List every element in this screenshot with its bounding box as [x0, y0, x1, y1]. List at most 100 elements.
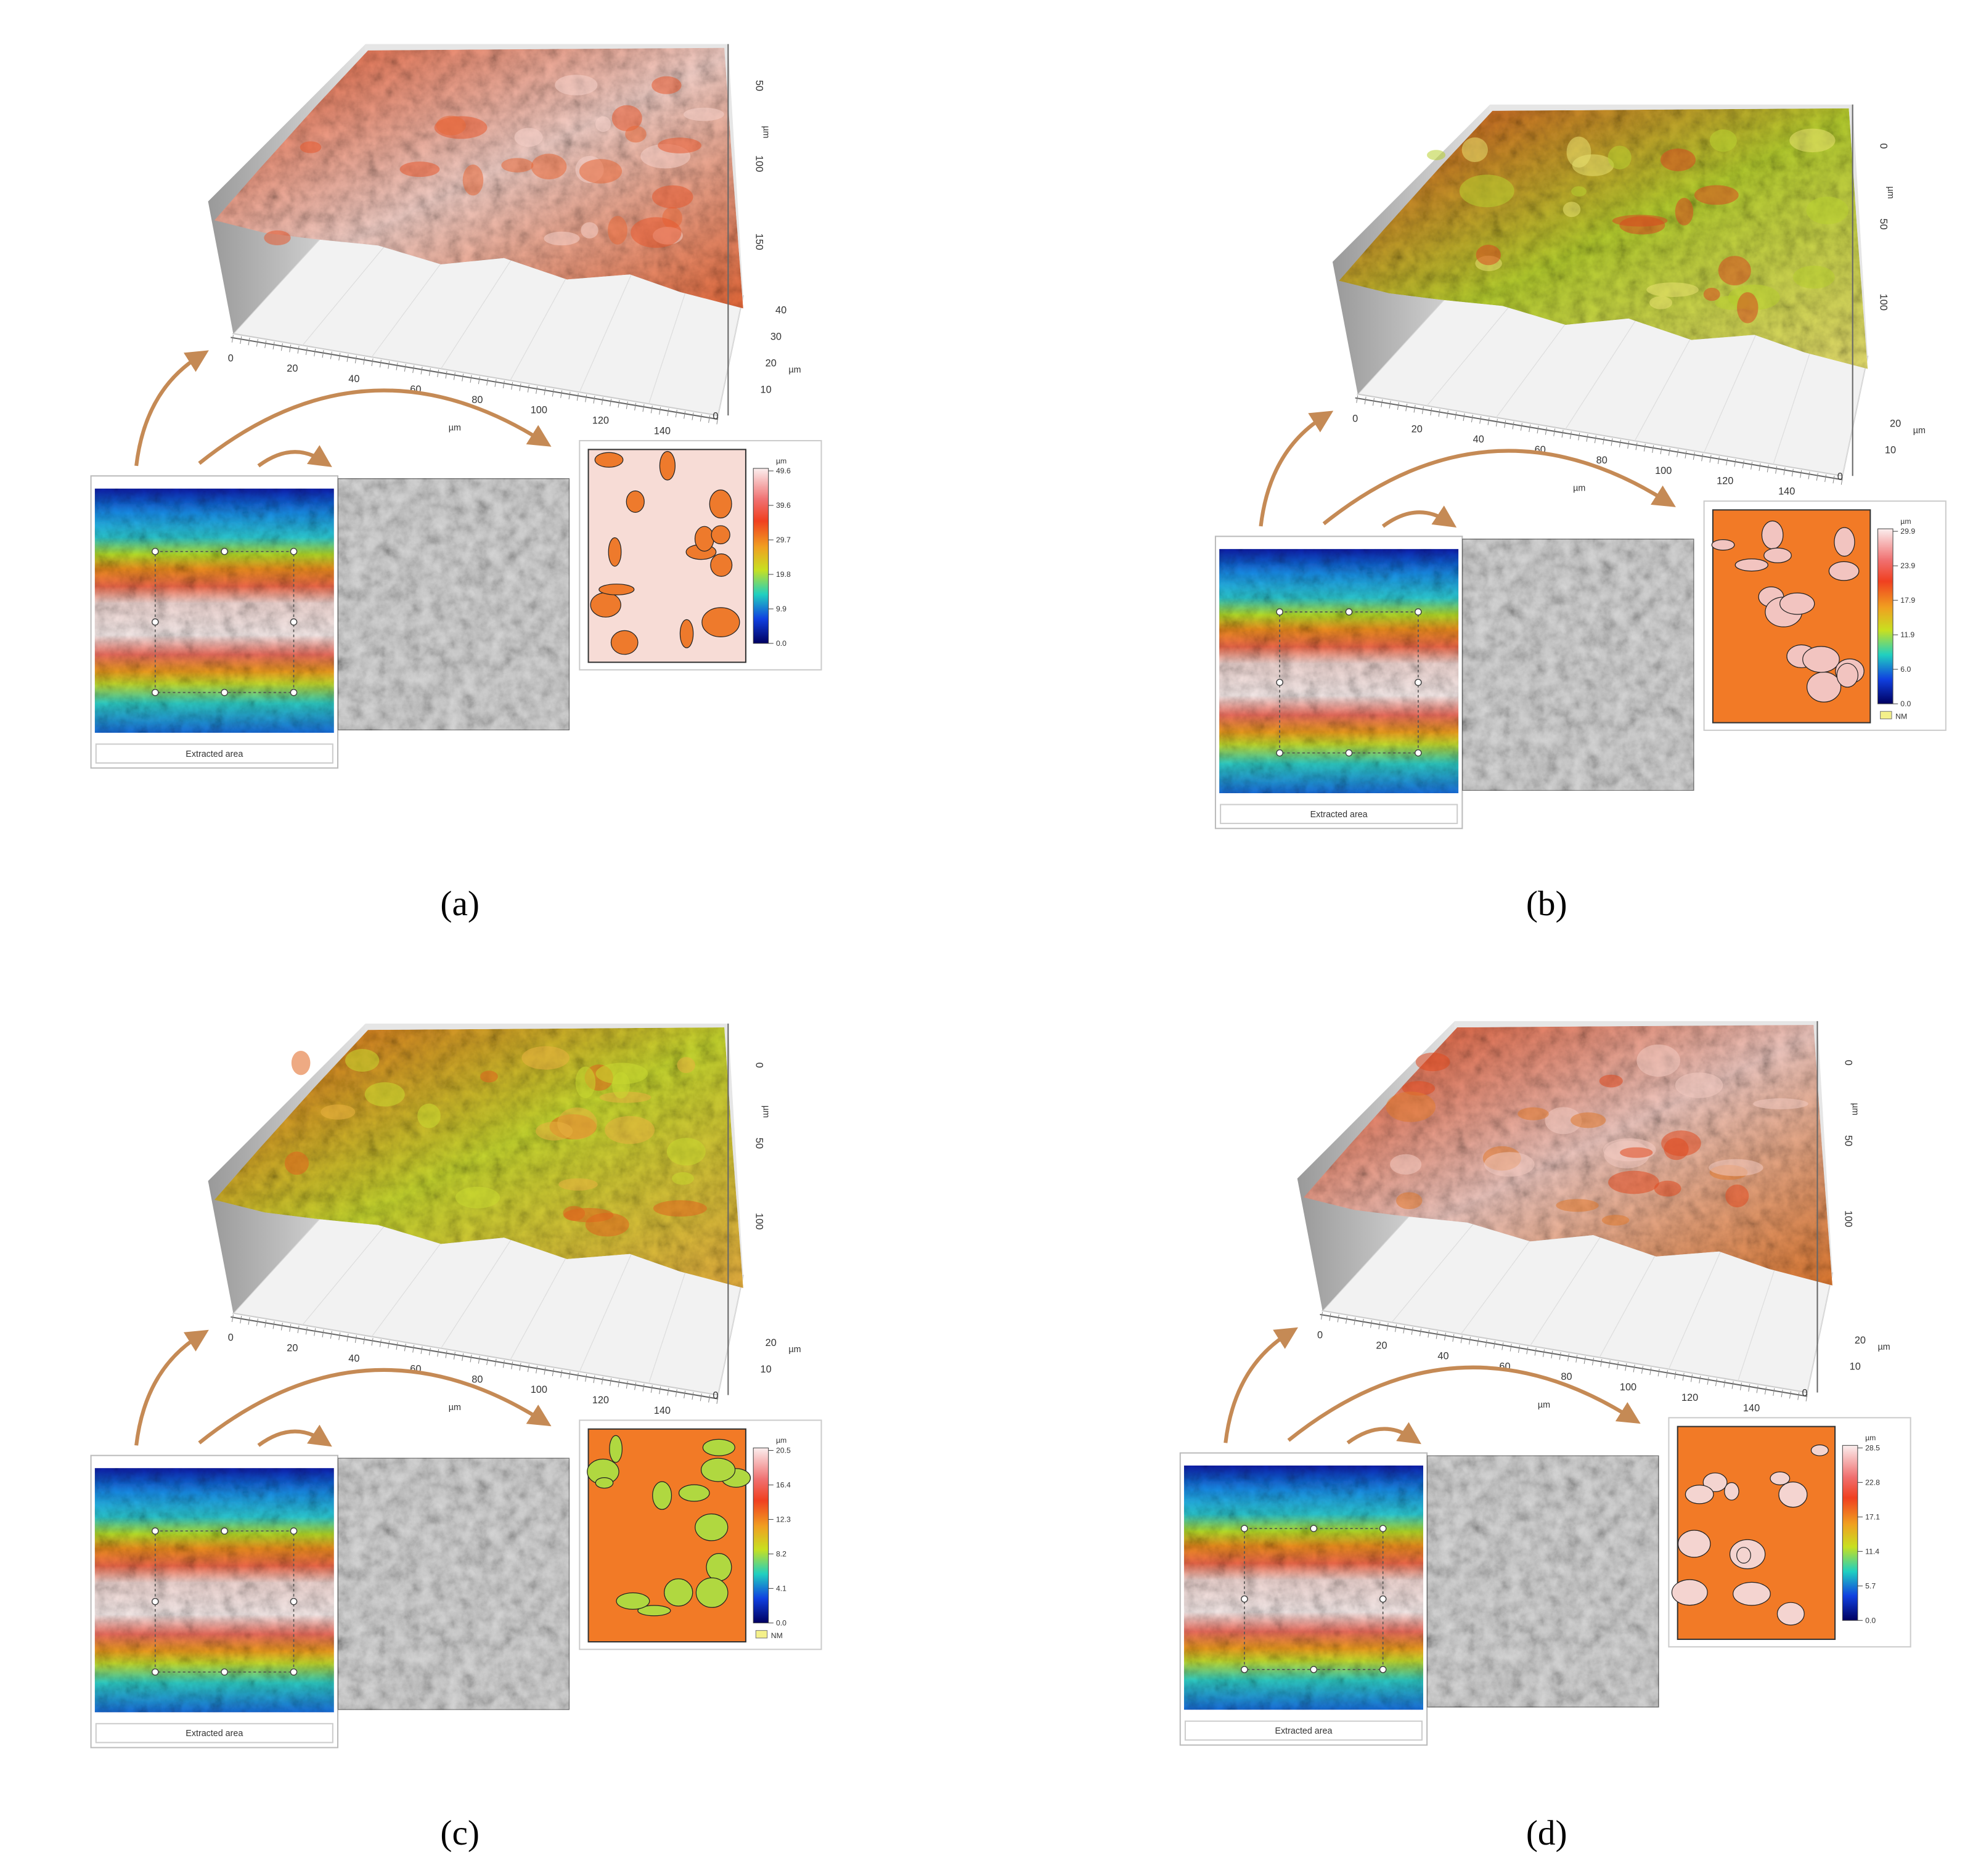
x-minor-tick: [1364, 396, 1367, 405]
inset-blob: [637, 1605, 671, 1617]
handle: [1379, 1595, 1387, 1603]
x-minor-tick: [322, 1329, 324, 1337]
y-tick-label: 150: [753, 234, 764, 250]
x-minor-tick: [1578, 433, 1580, 441]
surface-feature: [611, 105, 642, 131]
x-minor-tick: [1460, 1335, 1463, 1344]
surface-feature: [536, 1122, 573, 1141]
x-minor-tick: [346, 354, 349, 362]
y-tick-label: 100: [753, 1213, 764, 1230]
surface-feature: [558, 1178, 598, 1191]
colorbar-label: 8.2: [776, 1549, 786, 1558]
surface-feature: [1718, 256, 1751, 286]
x-minor-tick: [1709, 455, 1712, 463]
surface-feature: [599, 1091, 652, 1103]
x-minor-tick: [248, 337, 250, 346]
x-minor-tick: [363, 1336, 366, 1345]
surface-feature: [1396, 1192, 1423, 1209]
x-tick-label: 140: [1778, 486, 1795, 497]
surface-feature: [284, 1151, 309, 1175]
arrow: [1322, 449, 1676, 526]
x-minor-tick: [1463, 413, 1465, 422]
surface-feature: [1660, 148, 1696, 171]
inset-blob: [1802, 646, 1840, 673]
floor-grid: [648, 280, 690, 404]
x-minor-tick: [1660, 446, 1662, 455]
x-minor-tick: [404, 364, 406, 372]
x-tick-label: 100: [531, 405, 547, 416]
x-minor-tick: [511, 1361, 513, 1369]
inset-blob: [659, 451, 676, 481]
handle: [221, 547, 228, 555]
surface-feature: [605, 1115, 655, 1144]
x-minor-tick: [437, 1349, 439, 1357]
x-minor-tick: [1767, 464, 1769, 473]
colorbar-label: 23.9: [1900, 561, 1915, 570]
x-minor-tick: [1791, 468, 1794, 477]
surface-feature: [677, 1057, 695, 1074]
colorbar: [1877, 528, 1894, 704]
inset-blob: [616, 1592, 650, 1610]
surface-feature: [1608, 145, 1632, 169]
x-minor-tick: [494, 379, 497, 387]
x-minor-tick: [1668, 447, 1670, 456]
nm-label: NM: [1895, 712, 1907, 721]
x-minor-tick: [502, 1360, 505, 1368]
x-axis: [1320, 1313, 1808, 1397]
x-minor-tick: [1337, 1315, 1339, 1323]
x-minor-tick: [256, 1318, 258, 1326]
panel: 020406080100120140µm20100µm050100µmExtra…: [1214, 104, 1947, 830]
surface-feature: [544, 231, 580, 246]
surface-feature: [653, 1200, 707, 1217]
handle: [1241, 1525, 1248, 1532]
x-minor-tick: [1586, 434, 1588, 442]
surface-feature: [399, 161, 440, 177]
x-minor-tick: [1485, 1339, 1487, 1348]
x-minor-tick: [1773, 1388, 1775, 1396]
x-minor-tick: [568, 391, 571, 400]
handle: [1241, 1595, 1248, 1603]
x-tick-label: 120: [592, 415, 609, 426]
x-tick-label: 120: [1717, 476, 1733, 487]
x-minor-tick: [240, 336, 242, 345]
x-axis: [231, 336, 719, 420]
x-minor-tick: [280, 343, 283, 351]
x-minor-tick: [708, 1395, 711, 1403]
x-minor-tick: [1520, 423, 1522, 431]
handle: [151, 1597, 159, 1605]
x-minor-tick: [1411, 1327, 1413, 1335]
x-minor-tick: [1797, 1392, 1800, 1400]
x-minor-tick: [412, 365, 415, 373]
handle: [1276, 749, 1283, 757]
z-tick-label: 20: [766, 357, 777, 369]
nm-label: NM: [771, 1631, 783, 1640]
x-minor-tick: [1329, 1313, 1331, 1321]
inset-blob: [1677, 1530, 1711, 1558]
surface-feature: [658, 137, 701, 153]
z-tick-label: 10: [761, 1364, 772, 1375]
surface-feature: [608, 216, 627, 245]
z-axis-unit: µm: [788, 365, 801, 375]
surface-feature: [1563, 202, 1581, 218]
y-axis-unit: µm: [1850, 1103, 1860, 1115]
x-minor-tick: [1657, 1368, 1660, 1377]
x-minor-tick: [1643, 444, 1646, 452]
x-minor-tick: [305, 1327, 308, 1335]
handle: [1241, 1666, 1248, 1673]
surface-feature: [1571, 186, 1587, 197]
x-minor-tick: [700, 414, 702, 422]
surface-feature: [501, 158, 534, 173]
x-minor-tick: [420, 367, 423, 375]
inset-blob: [595, 1477, 614, 1489]
x-minor-tick: [1575, 1355, 1578, 1363]
surface-feature: [264, 230, 291, 245]
y-axis-unit: µm: [761, 1106, 771, 1118]
x-tick-label: 120: [592, 1395, 609, 1406]
x-minor-tick: [1775, 466, 1778, 474]
x-minor-tick: [1529, 424, 1531, 433]
surface-feature: [1608, 1170, 1659, 1194]
caption-box: [1184, 1720, 1423, 1741]
surface-feature: [652, 76, 682, 94]
x-minor-tick: [1354, 1317, 1356, 1326]
colorbar-label: 0.0: [776, 1618, 786, 1627]
